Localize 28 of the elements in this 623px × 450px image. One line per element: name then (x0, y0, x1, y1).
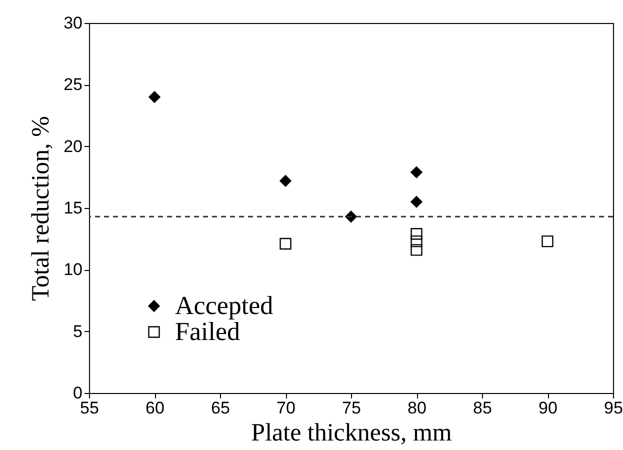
x-tick-label: 75 (342, 398, 361, 418)
y-tick-label: 10 (64, 260, 82, 280)
x-tick-label: 70 (276, 398, 296, 418)
point (542, 235, 554, 248)
x-tick-label: 95 (604, 398, 623, 418)
point (280, 175, 292, 187)
point (410, 244, 422, 256)
x-tick-label: 55 (80, 398, 99, 418)
y-tick-label: 20 (64, 136, 82, 156)
point (410, 228, 422, 240)
x-tick-label: 60 (146, 398, 164, 418)
point (280, 238, 292, 250)
point (410, 166, 422, 178)
x-tick-label: 85 (473, 398, 492, 418)
point (148, 91, 160, 103)
x-tick-label: 90 (538, 398, 558, 418)
x-axis-title: Plate thickness, mm (251, 420, 452, 446)
y-tick-label: 25 (64, 75, 82, 94)
x-tick-label: 65 (211, 398, 230, 418)
y-tick-label: 15 (64, 198, 82, 218)
point (410, 235, 422, 248)
y-axis-title: Total reduction, % (28, 116, 55, 301)
y-tick-label: 5 (73, 322, 82, 341)
y-tick-label: 30 (64, 14, 82, 32)
legend-label: Accepted (175, 291, 274, 320)
y-tick-label: 0 (73, 384, 82, 402)
point (410, 196, 422, 208)
x-tick-label: 80 (408, 398, 426, 418)
